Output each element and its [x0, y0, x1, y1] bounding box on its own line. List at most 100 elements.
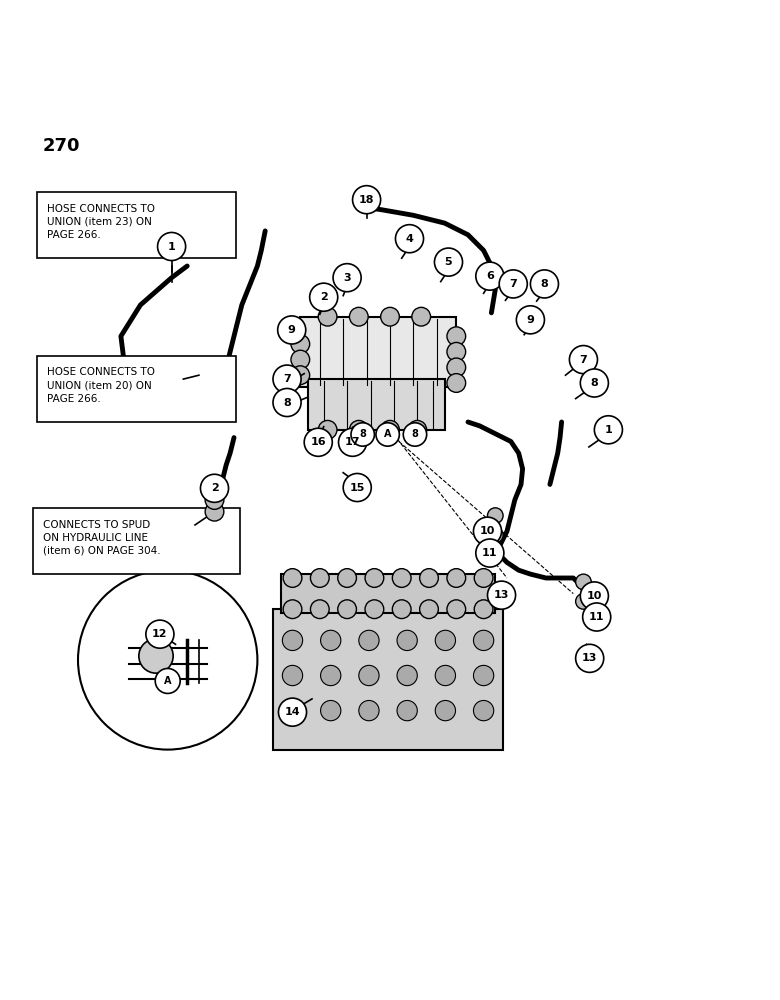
Circle shape	[318, 420, 337, 439]
Circle shape	[403, 423, 427, 446]
Circle shape	[408, 420, 427, 439]
Text: 2: 2	[211, 483, 218, 493]
Circle shape	[488, 527, 503, 543]
Circle shape	[397, 665, 417, 686]
Circle shape	[351, 423, 374, 446]
Circle shape	[474, 600, 493, 619]
Text: 13: 13	[582, 653, 597, 663]
Text: 7: 7	[509, 279, 517, 289]
Text: A: A	[164, 676, 172, 686]
Circle shape	[580, 582, 608, 610]
Circle shape	[282, 700, 303, 721]
Circle shape	[473, 517, 502, 545]
Circle shape	[205, 491, 224, 509]
Circle shape	[412, 307, 431, 326]
Circle shape	[381, 307, 399, 326]
Text: 3: 3	[343, 273, 351, 283]
Circle shape	[278, 698, 307, 726]
Circle shape	[333, 264, 361, 292]
Text: CONNECTS TO SPUD
ON HYDRAULIC LINE
(item 6) ON PAGE 304.: CONNECTS TO SPUD ON HYDRAULIC LINE (item…	[43, 519, 161, 556]
Circle shape	[304, 428, 332, 456]
Circle shape	[516, 306, 544, 334]
Circle shape	[310, 569, 329, 587]
Circle shape	[146, 620, 174, 648]
Text: 8: 8	[283, 397, 291, 408]
Circle shape	[488, 581, 516, 609]
Circle shape	[376, 423, 399, 446]
Circle shape	[359, 700, 379, 721]
Circle shape	[447, 569, 466, 587]
Circle shape	[395, 225, 424, 253]
Text: HOSE CONNECTS TO
UNION (item 20) ON
PAGE 266.: HOSE CONNECTS TO UNION (item 20) ON PAGE…	[47, 367, 155, 404]
Circle shape	[205, 502, 224, 521]
Text: 9: 9	[526, 315, 534, 325]
Circle shape	[291, 350, 310, 369]
Circle shape	[476, 262, 504, 290]
Circle shape	[473, 665, 494, 686]
Circle shape	[447, 374, 466, 392]
Circle shape	[283, 600, 302, 619]
Circle shape	[583, 603, 611, 631]
Text: 9: 9	[288, 325, 296, 335]
Circle shape	[291, 335, 310, 353]
Text: 7: 7	[580, 355, 587, 365]
Circle shape	[291, 366, 310, 385]
Text: 1: 1	[168, 242, 176, 252]
Text: 2: 2	[320, 292, 328, 302]
Circle shape	[310, 283, 338, 311]
Circle shape	[397, 700, 417, 721]
Circle shape	[273, 388, 301, 417]
Circle shape	[476, 539, 504, 567]
Circle shape	[473, 700, 494, 721]
Circle shape	[343, 473, 371, 502]
Circle shape	[339, 428, 367, 456]
Circle shape	[321, 700, 341, 721]
Circle shape	[435, 700, 456, 721]
Text: HOSE CONNECTS TO
UNION (item 23) ON
PAGE 266.: HOSE CONNECTS TO UNION (item 23) ON PAGE…	[47, 204, 155, 240]
Circle shape	[473, 630, 494, 651]
Circle shape	[434, 248, 463, 276]
Circle shape	[397, 630, 417, 651]
Text: 12: 12	[152, 629, 168, 639]
Circle shape	[576, 644, 604, 672]
Circle shape	[139, 639, 173, 673]
Text: 4: 4	[406, 234, 413, 244]
Circle shape	[594, 416, 622, 444]
Circle shape	[488, 508, 503, 523]
Circle shape	[576, 594, 591, 609]
Circle shape	[359, 630, 379, 651]
Circle shape	[282, 665, 303, 686]
Circle shape	[365, 600, 384, 619]
Circle shape	[283, 569, 302, 587]
Circle shape	[318, 307, 337, 326]
FancyBboxPatch shape	[273, 609, 503, 750]
Circle shape	[530, 270, 558, 298]
Circle shape	[580, 369, 608, 397]
Circle shape	[353, 186, 381, 214]
Circle shape	[273, 365, 301, 393]
Circle shape	[349, 420, 368, 439]
Text: 13: 13	[494, 590, 509, 600]
Text: 5: 5	[445, 257, 452, 267]
Circle shape	[338, 569, 356, 587]
FancyBboxPatch shape	[308, 379, 445, 430]
FancyBboxPatch shape	[281, 574, 495, 613]
Circle shape	[447, 600, 466, 619]
Circle shape	[381, 420, 399, 439]
Circle shape	[321, 630, 341, 651]
Circle shape	[576, 574, 591, 590]
FancyBboxPatch shape	[37, 356, 236, 422]
Text: 8: 8	[360, 429, 366, 439]
Circle shape	[349, 307, 368, 326]
Circle shape	[392, 600, 411, 619]
Text: 15: 15	[349, 483, 365, 493]
Circle shape	[447, 342, 466, 361]
Text: A: A	[384, 429, 392, 439]
Circle shape	[310, 600, 329, 619]
FancyBboxPatch shape	[37, 192, 236, 258]
FancyBboxPatch shape	[33, 508, 240, 574]
Text: 17: 17	[345, 437, 360, 447]
Text: 11: 11	[482, 548, 498, 558]
Text: 8: 8	[590, 378, 598, 388]
Text: 14: 14	[285, 707, 300, 717]
